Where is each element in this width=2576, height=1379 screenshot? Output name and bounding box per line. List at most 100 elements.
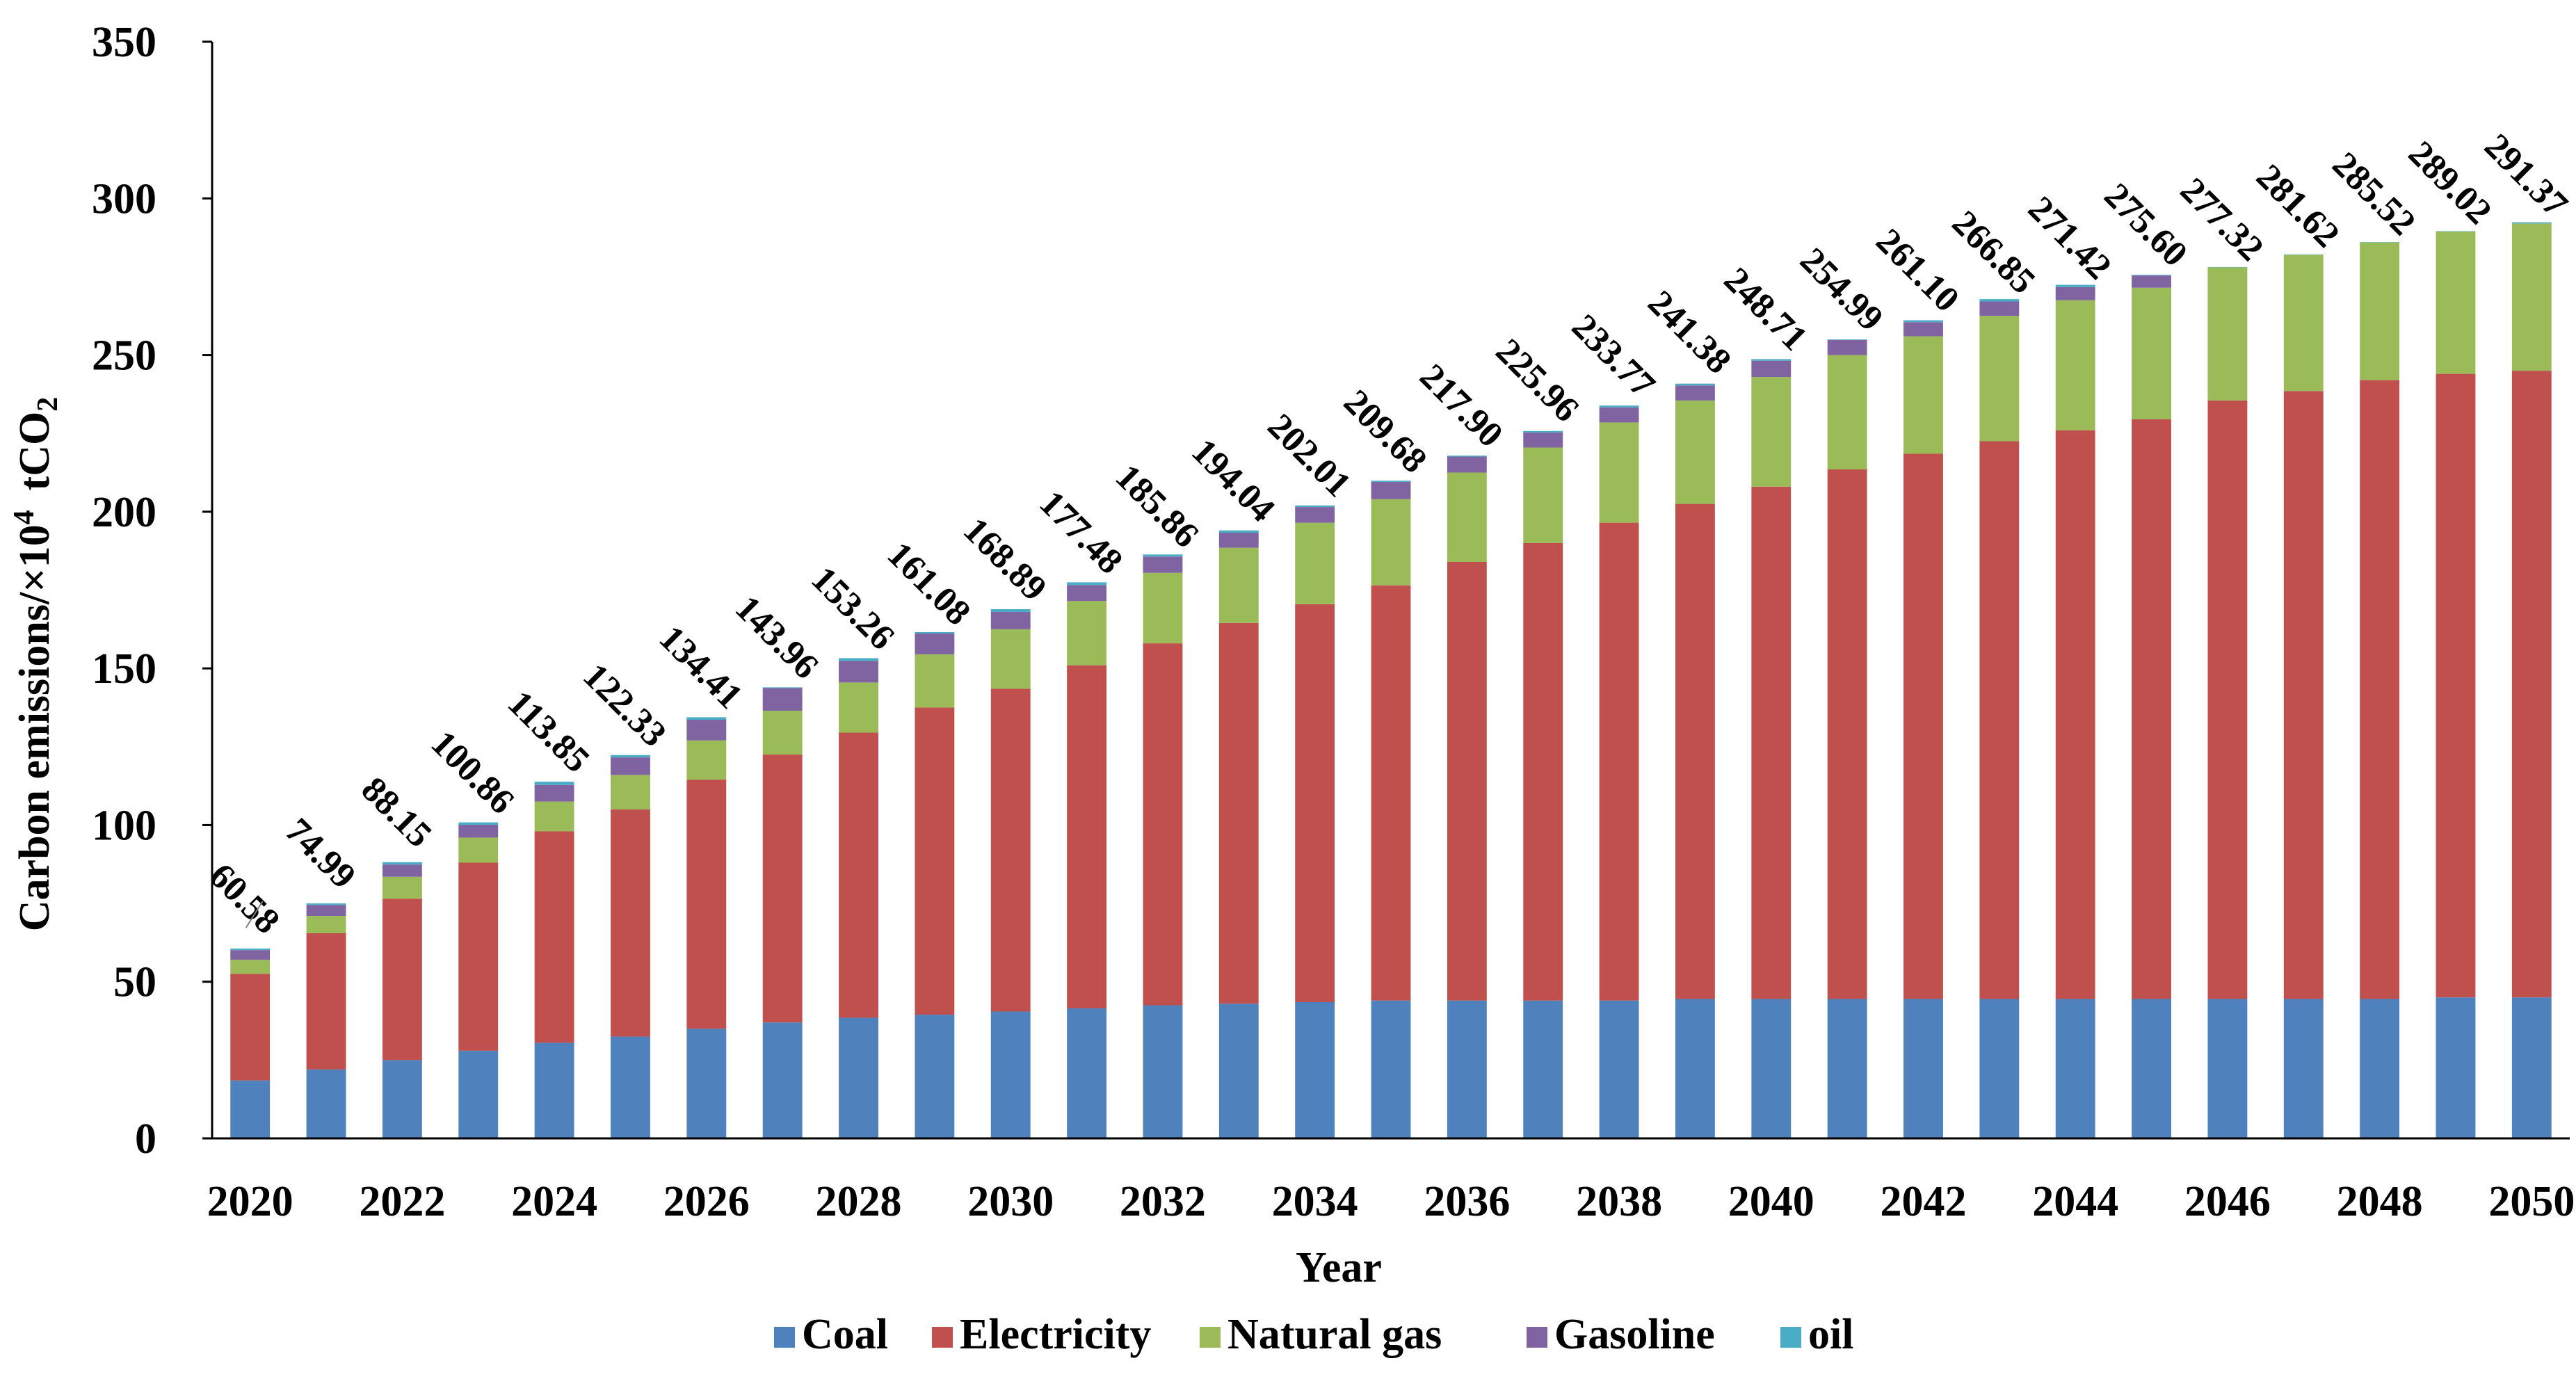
bar-segment-coal bbox=[611, 1036, 650, 1138]
legend-swatch-gasoline bbox=[1527, 1327, 1547, 1348]
bar-segment-gasoline bbox=[1067, 585, 1107, 602]
bar-segment-natural-gas bbox=[2055, 300, 2095, 430]
bar-segment-electricity bbox=[1523, 542, 1563, 1001]
total-value-label: 241.38 bbox=[1640, 283, 1738, 381]
x-tick-label: 2042 bbox=[1880, 1178, 1966, 1225]
bar-segment-natural-gas bbox=[2207, 267, 2248, 401]
total-value-label: 134.41 bbox=[652, 618, 750, 716]
bar-segment-natural-gas bbox=[686, 740, 727, 780]
bar-segment-gasoline bbox=[1751, 360, 1792, 378]
bar-segment-gasoline bbox=[458, 824, 499, 838]
bar-segment-natural-gas bbox=[2283, 255, 2324, 392]
bar-segment-oil bbox=[1143, 554, 1183, 557]
total-value-label: 217.90 bbox=[1412, 357, 1510, 455]
bar-segment-coal bbox=[915, 1015, 955, 1138]
bar-segment-oil bbox=[686, 717, 727, 720]
total-value-label: 88.15 bbox=[354, 770, 440, 855]
bar-segment-electricity bbox=[534, 831, 574, 1043]
bar-segment-coal bbox=[382, 1060, 422, 1138]
legend-swatch-natural-gas bbox=[1200, 1327, 1221, 1348]
bar-segment-oil bbox=[990, 609, 1031, 613]
x-tick-label: 2046 bbox=[2184, 1178, 2271, 1225]
bar-segment-electricity bbox=[1827, 469, 1867, 999]
bars-group bbox=[230, 222, 2552, 1138]
bar-segment-oil bbox=[1751, 359, 1792, 361]
bar-segment-gasoline bbox=[1143, 556, 1183, 573]
y-axis-title-unit: tCO bbox=[11, 412, 58, 491]
bar-segment-electricity bbox=[2207, 400, 2248, 999]
total-value-label: 177.48 bbox=[1032, 483, 1130, 581]
bar-segment-natural-gas bbox=[2511, 223, 2552, 371]
bar-segment-coal bbox=[2132, 999, 2171, 1138]
bar-segment-oil bbox=[1827, 339, 1867, 340]
x-tick-label: 2034 bbox=[1272, 1178, 1358, 1225]
bar-segment-electricity bbox=[1447, 561, 1487, 1001]
y-tick-label: 250 bbox=[92, 332, 156, 380]
x-tick-label: 2024 bbox=[511, 1178, 597, 1225]
bar-segment-natural-gas bbox=[2132, 287, 2171, 419]
bar-segment-gasoline bbox=[990, 612, 1031, 629]
x-tick-label: 2036 bbox=[1424, 1178, 1510, 1225]
bar-segment-oil bbox=[1295, 505, 1335, 508]
total-value-label: 194.04 bbox=[1184, 431, 1282, 529]
y-axis: 0 50 100 150 200 250 300 350 bbox=[92, 19, 214, 1163]
bar-segment-natural-gas bbox=[1979, 316, 2020, 442]
bar-segment-gasoline bbox=[611, 757, 650, 775]
bar-segment-natural-gas bbox=[915, 654, 955, 708]
total-value-label: 74.99 bbox=[277, 811, 363, 896]
bar-segment-coal bbox=[1903, 999, 1943, 1138]
bar-segment-coal bbox=[1827, 999, 1867, 1138]
bar-segment-electricity bbox=[839, 732, 878, 1018]
total-value-label: 168.89 bbox=[956, 510, 1054, 608]
bar-segment-oil bbox=[1371, 481, 1411, 483]
legend-label: oil bbox=[1808, 1311, 1853, 1358]
bar-segment-coal bbox=[2283, 999, 2324, 1138]
bar-segment-coal bbox=[1067, 1008, 1107, 1138]
total-value-label: 233.77 bbox=[1564, 307, 1662, 405]
bar-segment-natural-gas bbox=[1903, 336, 1943, 454]
bar-segment-oil bbox=[230, 949, 271, 951]
y-axis-title-subscript: 2 bbox=[32, 397, 64, 412]
bar-segment-electricity bbox=[762, 755, 803, 1023]
bar-segment-electricity bbox=[686, 780, 727, 1029]
leader-line bbox=[245, 901, 264, 928]
bar-segment-oil bbox=[1675, 383, 1715, 386]
bar-segment-oil bbox=[2511, 222, 2552, 224]
bar-segment-coal bbox=[458, 1050, 499, 1138]
bar-segment-gasoline bbox=[1371, 482, 1411, 499]
bar-segment-electricity bbox=[915, 707, 955, 1015]
bar-segment-oil bbox=[1447, 455, 1487, 457]
bar-segment-oil bbox=[1067, 582, 1107, 586]
bar-segment-natural-gas bbox=[990, 629, 1031, 689]
x-tick-label: 2050 bbox=[2488, 1178, 2575, 1225]
bar-segment-gasoline bbox=[1979, 301, 2020, 316]
bar-segment-coal bbox=[2360, 999, 2400, 1138]
bar-segment-coal bbox=[2055, 999, 2095, 1138]
bar-segment-gasoline bbox=[382, 864, 422, 877]
bar-segment-oil bbox=[762, 687, 803, 688]
total-value-label: 153.26 bbox=[803, 559, 901, 657]
y-tick-label: 150 bbox=[92, 645, 156, 693]
bar-segment-coal bbox=[1979, 999, 2020, 1138]
bar-segment-natural-gas bbox=[1827, 355, 1867, 470]
bar-segment-electricity bbox=[458, 862, 499, 1051]
bar-segment-oil bbox=[1218, 530, 1259, 533]
total-value-label: 185.86 bbox=[1108, 457, 1206, 555]
bar-segment-coal bbox=[1295, 1002, 1335, 1138]
legend-label: Coal bbox=[802, 1311, 888, 1358]
bar-segment-electricity bbox=[2055, 430, 2095, 999]
bar-segment-natural-gas bbox=[1675, 400, 1715, 504]
bar-segment-oil bbox=[915, 631, 955, 634]
bar-segment-coal bbox=[1143, 1005, 1183, 1138]
x-tick-label: 2048 bbox=[2337, 1178, 2423, 1225]
bar-segment-coal bbox=[1218, 1003, 1259, 1138]
x-tick-label: 2032 bbox=[1120, 1178, 1206, 1225]
bar-segment-electricity bbox=[611, 809, 650, 1037]
bar-segment-coal bbox=[1371, 1000, 1411, 1138]
bar-segment-electricity bbox=[382, 898, 422, 1061]
total-value-label: 143.96 bbox=[727, 588, 826, 686]
y-tick-label: 0 bbox=[135, 1115, 156, 1163]
bar-segment-natural-gas bbox=[2436, 231, 2476, 374]
bar-segment-oil bbox=[1903, 320, 1943, 323]
bar-segment-natural-gas bbox=[306, 916, 346, 933]
